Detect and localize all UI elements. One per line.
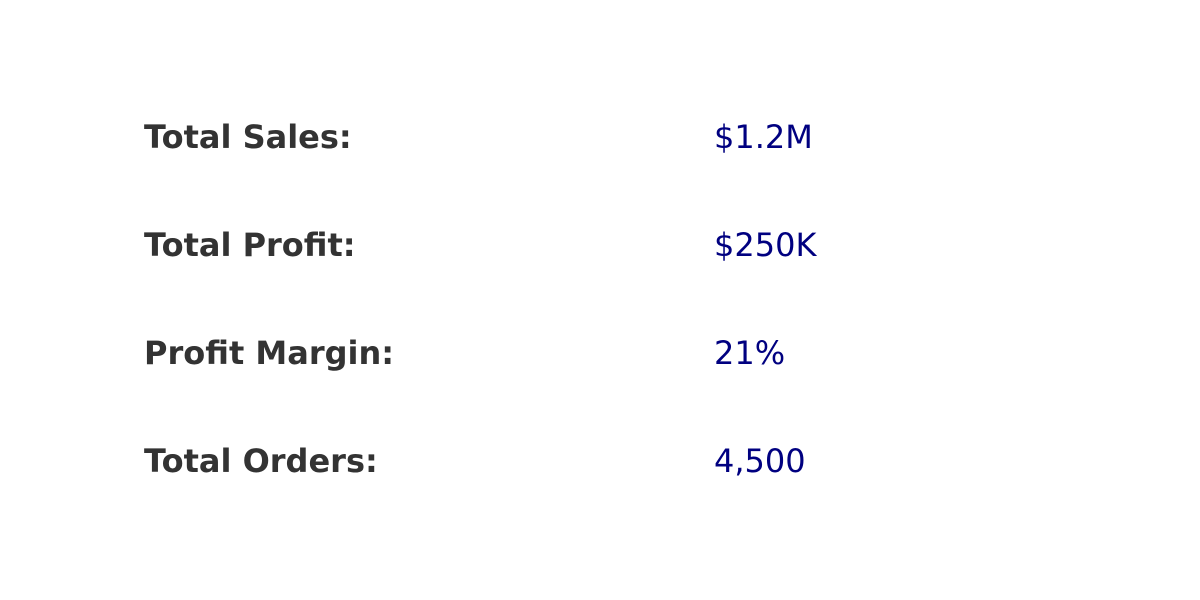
kpi-value: 21%: [714, 334, 786, 372]
kpi-value: 4,500: [714, 442, 806, 480]
kpi-label: Profit Margin:: [144, 334, 395, 372]
kpi-label: Total Orders:: [144, 442, 378, 480]
kpi-row-total-sales: Total Sales: $1.2M: [0, 107, 1200, 167]
kpi-label: Total Sales:: [144, 118, 352, 156]
kpi-row-profit-margin: Profit Margin: 21%: [0, 323, 1200, 383]
kpi-value: $250K: [714, 226, 817, 264]
kpi-label: Total Profit:: [144, 226, 356, 264]
kpi-row-total-orders: Total Orders: 4,500: [0, 431, 1200, 491]
kpi-row-total-profit: Total Profit: $250K: [0, 215, 1200, 275]
kpi-value: $1.2M: [714, 118, 813, 156]
